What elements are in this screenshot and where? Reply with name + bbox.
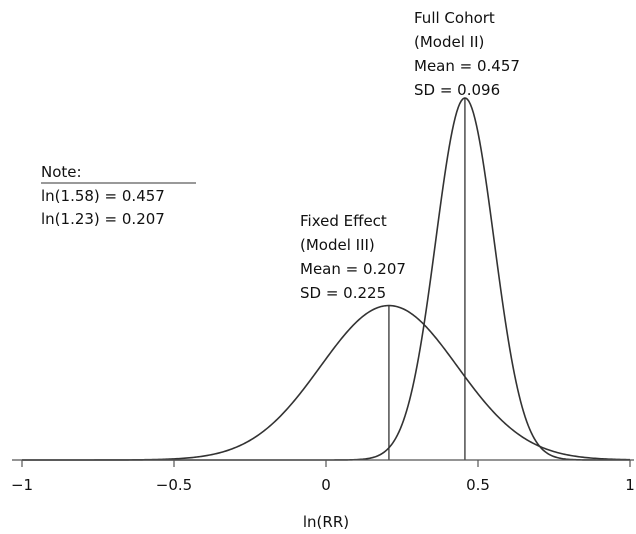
annotation-line: (Model III) (300, 236, 375, 254)
fixed-effect-curve (22, 304, 631, 461)
annotation-line: SD = 0.225 (300, 284, 386, 302)
annotation-line: Full Cohort (414, 9, 495, 27)
annotation-line: Mean = 0.207 (300, 260, 406, 278)
full-cohort-curve (22, 97, 630, 461)
note-heading: Note: (41, 163, 82, 181)
annotation-line: Fixed Effect (300, 212, 387, 230)
fixed-effect-annotation: Fixed Effect (Model III) Mean = 0.207 SD = … (300, 212, 406, 302)
x-tick-label: 1 (625, 476, 635, 494)
x-tick-label: −1 (11, 476, 33, 494)
note-line: ln(1.23) = 0.207 (41, 210, 165, 228)
annotation-line: (Model II) (414, 33, 484, 51)
x-tick-label: 0.5 (466, 476, 490, 494)
annotation-line: Mean = 0.457 (414, 57, 520, 75)
full-cohort-annotation: Full Cohort (Model II) Mean = 0.457 SD = 0.… (414, 9, 520, 99)
x-axis-ticks: −1 −0.5 0 0.5 1 (11, 460, 635, 494)
x-tick-label: 0 (321, 476, 331, 494)
note-box: Note: ln(1.58) = 0.457 ln(1.23) = 0.207 (41, 163, 196, 228)
x-tick-label: −0.5 (156, 476, 192, 494)
mean-lines (388, 98, 466, 460)
density-curves (22, 97, 631, 461)
note-line: ln(1.58) = 0.457 (41, 187, 165, 205)
x-axis-label: ln(RR) (303, 513, 349, 531)
annotation-line: SD = 0.096 (414, 81, 500, 99)
